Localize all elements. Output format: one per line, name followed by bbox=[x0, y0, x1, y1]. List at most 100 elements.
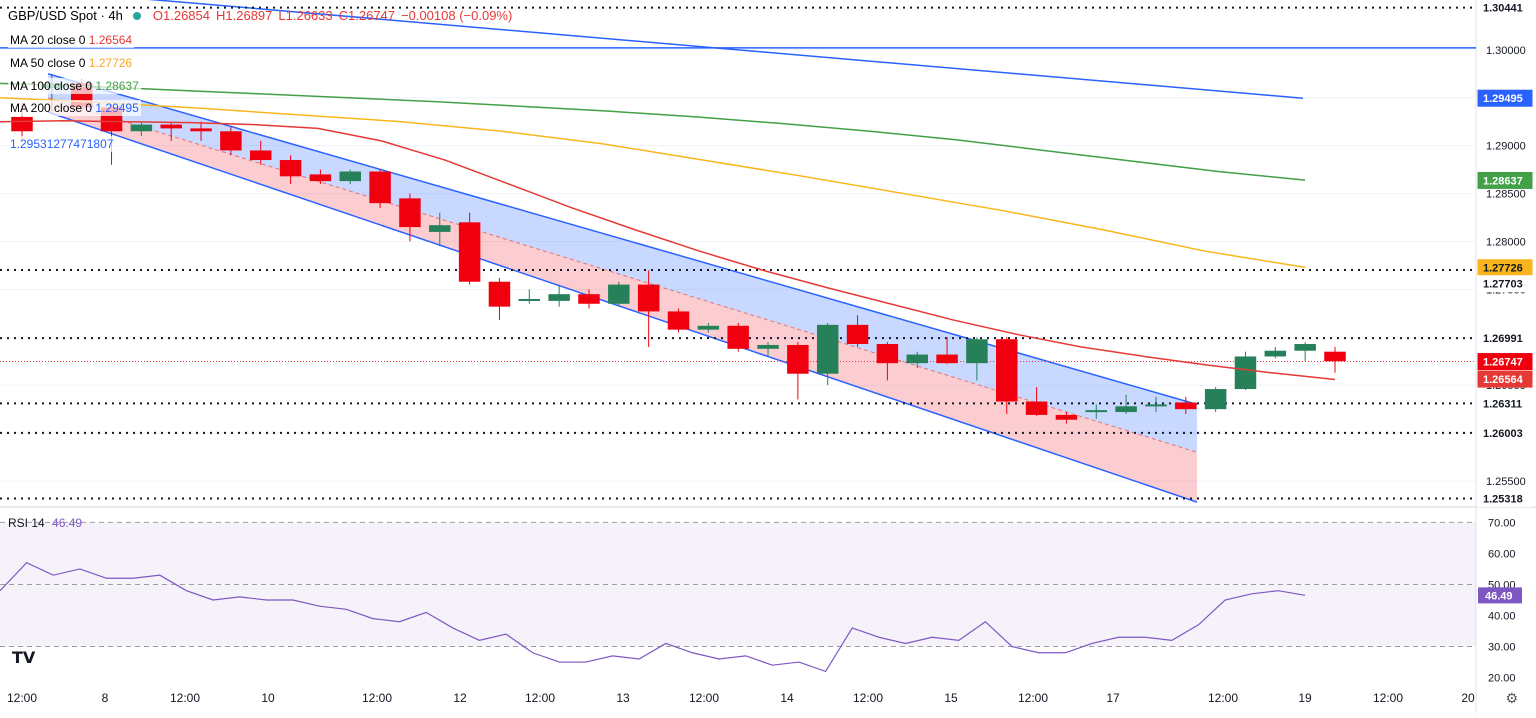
candle-body bbox=[309, 174, 332, 182]
price-label-bg bbox=[1477, 171, 1533, 189]
x-tick-label: 12:00 bbox=[7, 691, 37, 705]
candle-body bbox=[160, 124, 182, 129]
candle-body bbox=[458, 222, 481, 282]
candle-body bbox=[399, 198, 421, 228]
ma100-value: 1.28637 bbox=[95, 79, 139, 93]
rsi-legend[interactable]: RSI 14 46.49 bbox=[8, 516, 82, 530]
x-tick-label: 14 bbox=[780, 691, 794, 705]
x-tick-label: 15 bbox=[944, 691, 958, 705]
candle-body bbox=[608, 284, 630, 304]
tradingview-logo: TV bbox=[12, 648, 36, 667]
price-label-bg bbox=[1477, 353, 1533, 371]
x-tick-label: 17 bbox=[1106, 691, 1120, 705]
price-label-bg bbox=[1477, 394, 1533, 412]
candle-body bbox=[787, 344, 809, 374]
candle-body bbox=[130, 124, 153, 132]
candle-body bbox=[1085, 410, 1108, 413]
ma100-line bbox=[0, 82, 1306, 181]
candle-body bbox=[220, 131, 242, 151]
low-value: L1.26633 bbox=[278, 8, 333, 23]
close-value: C1.26747 bbox=[338, 8, 396, 23]
candle-body bbox=[548, 294, 570, 301]
trend-line-upper bbox=[147, 0, 1304, 99]
ma20-value: 1.26564 bbox=[88, 33, 133, 47]
price-label: 1.26003 bbox=[1483, 428, 1523, 440]
candle-body bbox=[11, 116, 33, 132]
ma200-value: 1.29495 bbox=[95, 101, 139, 115]
price-label: 1.26991 bbox=[1483, 333, 1523, 345]
candle-body bbox=[1324, 351, 1346, 362]
price-label: 1.26747 bbox=[1483, 357, 1523, 369]
candle-body bbox=[1294, 344, 1316, 351]
rsi-tick-label: 70.00 bbox=[1488, 517, 1516, 529]
rsi-tick-label: 60.00 bbox=[1488, 548, 1516, 560]
x-tick-label: 12 bbox=[453, 691, 467, 705]
candle-body bbox=[339, 171, 361, 182]
candle-body bbox=[1115, 406, 1137, 413]
market-status-icon bbox=[132, 11, 141, 20]
price-label-bg bbox=[1477, 370, 1533, 388]
candle-body bbox=[1025, 401, 1048, 415]
settings-gear-icon[interactable]: ⚙ bbox=[1505, 690, 1518, 706]
price-label: 1.30441 bbox=[1483, 3, 1523, 15]
price-label: 1.29495 bbox=[1483, 93, 1523, 105]
x-tick-label: 12:00 bbox=[1373, 691, 1403, 705]
candle-body bbox=[1264, 350, 1287, 357]
rsi-value-tag: 46.49 bbox=[1485, 590, 1513, 602]
symbol-title: GBP/USD Spot · 4h bbox=[8, 8, 123, 23]
x-tick-label: 12:00 bbox=[170, 691, 200, 705]
ohlc-header: GBP/USD Spot · 4h O1.26854 H1.26897 L1.2… bbox=[8, 8, 512, 23]
rsi-value-tag-bg bbox=[1478, 587, 1522, 604]
rsi-value: 46.49 bbox=[52, 516, 83, 530]
x-tick-label: 12:00 bbox=[689, 691, 719, 705]
channel-lower-line bbox=[47, 111, 1198, 503]
candle-body bbox=[936, 354, 958, 364]
open-value: O1.26854 bbox=[152, 8, 210, 23]
candle-body bbox=[697, 325, 720, 330]
candle-body bbox=[667, 311, 690, 330]
ma100-legend[interactable]: MA 100 close 0 1.28637 bbox=[8, 78, 141, 94]
candle-body bbox=[249, 150, 272, 161]
candle-body bbox=[757, 344, 779, 349]
ma50-line bbox=[0, 96, 1306, 269]
candle-body bbox=[279, 160, 302, 177]
x-tick-label: 12:00 bbox=[1208, 691, 1238, 705]
extra-indicator-value: 1.29531277471807 bbox=[8, 136, 116, 152]
rsi-tick-label: 20.00 bbox=[1488, 673, 1516, 685]
rsi-tick-label: 40.00 bbox=[1488, 611, 1516, 623]
candle-body bbox=[1145, 404, 1167, 407]
ma200-legend[interactable]: MA 200 close 0 1.29495 bbox=[8, 100, 141, 116]
ma100-label: MA 100 close 0 bbox=[10, 79, 93, 93]
candle-body bbox=[966, 339, 988, 364]
ma20-legend[interactable]: MA 20 close 0 1.26564 bbox=[8, 32, 135, 48]
ma50-label: MA 50 close 0 bbox=[10, 56, 86, 70]
change-value: −0.00108 (−0.09%) bbox=[401, 8, 513, 23]
price-label: 1.26311 bbox=[1483, 398, 1522, 410]
ma50-legend[interactable]: MA 50 close 0 1.27726 bbox=[8, 55, 135, 71]
ma50-value: 1.27726 bbox=[88, 56, 133, 70]
candle-body bbox=[876, 344, 899, 364]
x-tick-label: 12:00 bbox=[853, 691, 883, 705]
candle-body bbox=[1234, 356, 1257, 390]
y-tick-label: 1.30000 bbox=[1486, 45, 1526, 57]
candle-body bbox=[369, 171, 391, 204]
price-label-bg bbox=[1477, 329, 1533, 347]
rsi-line bbox=[0, 562, 1306, 673]
candle-body bbox=[816, 324, 839, 374]
candle-body bbox=[578, 294, 600, 304]
candle-body bbox=[1175, 402, 1197, 410]
price-label: 1.26564 bbox=[1483, 374, 1524, 386]
ma20-line bbox=[0, 119, 1336, 381]
price-label-bg bbox=[1477, 0, 1533, 17]
candle-body bbox=[1055, 414, 1078, 420]
rsi-tick-label: 30.00 bbox=[1488, 642, 1516, 654]
rsi-label: RSI 14 bbox=[8, 516, 45, 530]
candle-body bbox=[906, 354, 928, 364]
x-tick-label: 12:00 bbox=[362, 691, 392, 705]
x-tick-label: 13 bbox=[616, 691, 630, 705]
x-tick-label: 12:00 bbox=[1018, 691, 1048, 705]
candle-body bbox=[518, 298, 541, 301]
candle-body bbox=[996, 339, 1018, 402]
